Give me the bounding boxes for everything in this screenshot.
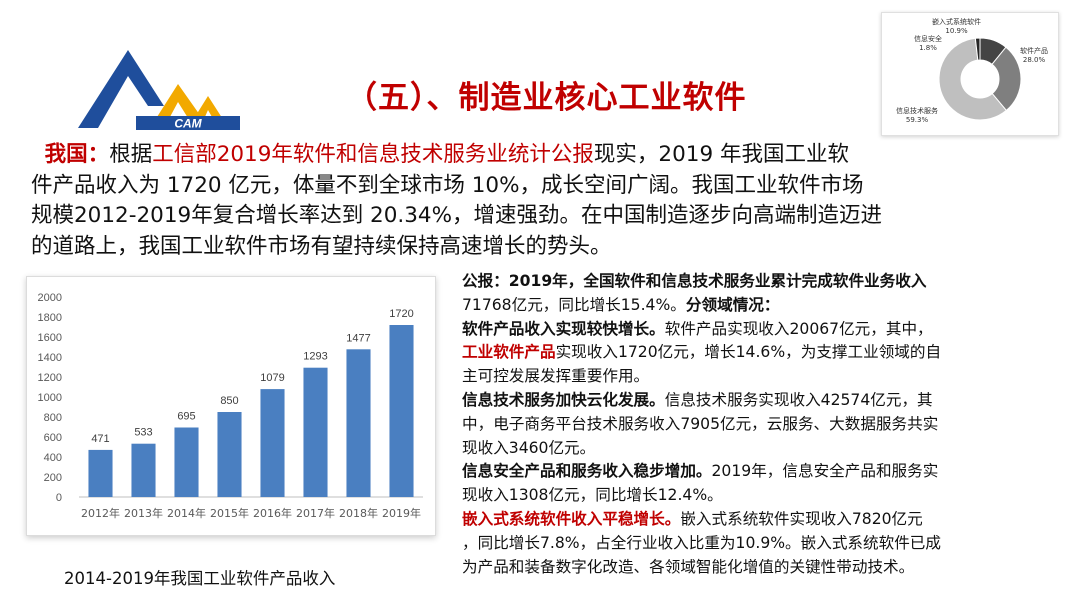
- pie-slice: [938, 37, 1008, 121]
- x-tick-label: 2015年: [210, 506, 249, 520]
- report-line: 工业软件产品实现收入1720亿元，增长14.6%，为支撑工业领域的自: [462, 343, 942, 362]
- bar: [389, 325, 414, 497]
- report-reference: 工信部2019年软件和信息技术服务业统计公报: [152, 142, 594, 167]
- bar-value-label: 1720: [389, 308, 413, 320]
- y-tick-label: 1600: [38, 332, 62, 344]
- x-tick-label: 2018年: [339, 506, 378, 520]
- bar-chart: 0 200 400 600 800 1000 1200 1400 1600 1800 2000 471…: [38, 292, 423, 520]
- intro-paragraph: 我国：根据工信部2019年软件和信息技术服务业统计公报现实，2019 年我国工业…: [31, 140, 989, 262]
- report-summary: 公报：2019年，全国软件和信息技术服务业累计完成软件业务收入 71768亿元，…: [462, 270, 1072, 579]
- pie-slice: [974, 37, 981, 61]
- bar: [260, 389, 285, 497]
- x-tick-label: 2013年: [124, 506, 163, 520]
- bar: [303, 367, 328, 497]
- y-tick-label: 2000: [38, 292, 62, 304]
- y-tick-label: 400: [44, 452, 62, 464]
- bar: [174, 427, 199, 497]
- bar-value-label: 471: [91, 433, 109, 445]
- bar-value-label: 1079: [260, 372, 284, 384]
- intro-text: 根据: [109, 142, 153, 167]
- report-line: 现收入1308亿元，同比增长12.4%。: [462, 486, 723, 505]
- bar-value-label: 1477: [346, 332, 370, 344]
- bar-value-label: 533: [134, 427, 152, 439]
- x-tick-label: 2019年: [382, 506, 421, 520]
- x-tick-label: 2012年: [81, 506, 120, 520]
- y-tick-label: 1000: [38, 392, 62, 404]
- report-line: 现收入3460亿元。: [462, 438, 596, 457]
- bar: [88, 449, 113, 497]
- intro-line-3: 规模2012-2019年复合增长率达到 20.34%，增速强劲。在中国制造逐步向…: [31, 203, 883, 228]
- x-tick-label: 2017年: [296, 506, 335, 520]
- intro-line-4: 的道路上，我国工业软件市场有望持续保持高速增长的势头。: [31, 233, 612, 259]
- bar: [131, 443, 156, 497]
- bar-value-label: 850: [220, 395, 238, 407]
- industrial-software-highlight: 工业软件产品: [462, 343, 556, 362]
- intro-line-2: 件产品收入为 1720 亿元，体量不到全球市场 10%，成长空间广阔。我国工业软…: [31, 172, 864, 198]
- y-tick-label: 1800: [38, 312, 62, 324]
- pie-label-software: 软件产品 28.0%: [1020, 47, 1048, 64]
- chart-caption: 2014-2019年我国工业软件产品收入: [64, 569, 336, 588]
- y-tick-label: 600: [44, 432, 62, 444]
- embedded-software-highlight: 嵌入式系统软件收入平稳增长。: [462, 509, 681, 528]
- y-tick-label: 0: [56, 492, 62, 504]
- intro-label: 我国：: [44, 142, 110, 167]
- report-line: 为产品和装备数字化改造、各领域智能化增值的关键性带动技术。: [462, 557, 915, 576]
- report-line: 中，电子商务平台技术服务收入7905亿元，云服务、大数据服务共实: [462, 414, 939, 433]
- report-line: 软件产品收入实现较快增长。软件产品实现收入20067亿元，其中，: [462, 319, 933, 338]
- pie-label-it-services: 信息技术服务 59.3%: [896, 107, 938, 124]
- report-line: 公报：2019年，全国软件和信息技术服务业累计完成软件业务收入: [462, 272, 927, 290]
- bar-value-label: 695: [177, 411, 195, 423]
- report-line: 主可控发展发挥重要作用。: [462, 367, 650, 386]
- pie-label-embedded: 嵌入式系统软件 10.9%: [932, 18, 981, 35]
- report-line: 信息安全产品和服务收入稳步增加。2019年，信息安全产品和服务实: [462, 462, 939, 481]
- bar: [217, 412, 242, 497]
- y-tick-label: 1200: [38, 372, 62, 384]
- intro-line-1: 我国：根据工信部2019年软件和信息技术服务业统计公报现实，2019 年我国工业…: [31, 140, 989, 171]
- bar-value-label: 1293: [303, 351, 327, 363]
- y-tick-label: 800: [44, 412, 62, 424]
- y-tick-label: 200: [44, 472, 62, 484]
- bar-chart-card: 0 200 400 600 800 1000 1200 1400 1600 1800 2000 471…: [26, 276, 436, 536]
- pie-label-security: 信息安全 1.8%: [914, 35, 942, 52]
- report-line: 嵌入式系统软件收入平稳增长。嵌入式系统软件实现收入7820亿元: [462, 509, 923, 528]
- intro-text: 现实，2019 年我国工业软: [593, 142, 849, 167]
- donut-chart-card: 嵌入式系统软件 10.9% 软件产品 28.0% 信息技术服务 59.3% 信息…: [881, 12, 1059, 136]
- report-line: ，同比增长7.8%，占全行业收入比重为10.9%。嵌入式系统软件已成: [462, 533, 941, 552]
- donut-chart: [938, 37, 1022, 121]
- logo-text: CAM: [174, 117, 202, 131]
- x-tick-label: 2014年: [167, 506, 206, 520]
- y-tick-label: 1400: [38, 352, 62, 364]
- report-line: 信息技术服务加快云化发展。信息技术服务实现收入42574亿元，其: [462, 390, 933, 409]
- report-line: 71768亿元，同比增长15.4%。分领域情况：: [462, 295, 780, 314]
- cam-logo: CAM: [76, 44, 242, 132]
- bar: [346, 349, 371, 497]
- page-title: （五）、制造业核心工业软件: [346, 80, 747, 116]
- x-tick-label: 2016年: [253, 506, 292, 520]
